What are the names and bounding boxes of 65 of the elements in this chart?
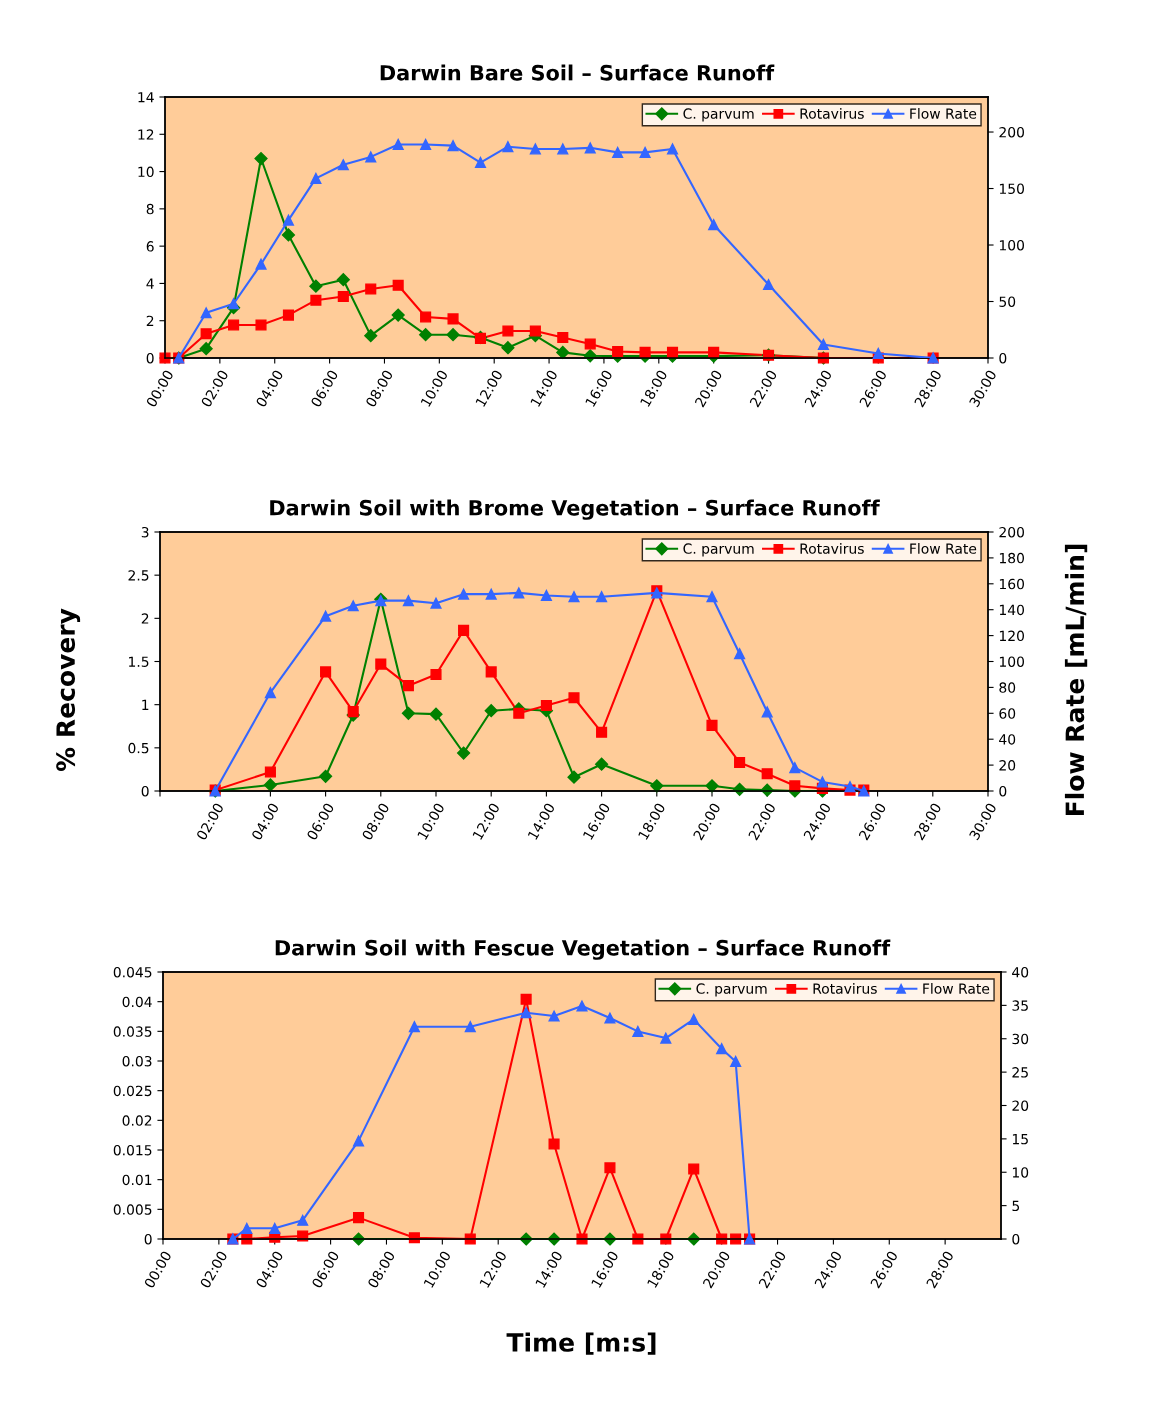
y-tick-label: 0 xyxy=(141,785,149,797)
y2-tick-label: 30 xyxy=(1012,1033,1029,1045)
y2-tick-label: 0 xyxy=(999,785,1007,797)
legend-label: C. parvum xyxy=(683,108,754,122)
y-tick-label: 0.04 xyxy=(122,996,152,1008)
y-tick-label: 3 xyxy=(141,526,149,538)
y2-tick-label: 100 xyxy=(999,656,1024,667)
chart-title: Darwin Soil with Brome Vegetation – Surface Runoff xyxy=(270,499,880,520)
y2-tick-label: 160 xyxy=(999,578,1024,590)
y-tick-label: 0 xyxy=(144,1233,152,1245)
y2-tick-label: 35 xyxy=(1012,1000,1028,1011)
legend-label: Rotavirus xyxy=(800,543,864,554)
y2-tick-label: 200 xyxy=(999,526,1024,538)
y2-tick-label: 200 xyxy=(999,126,1024,138)
y-tick-label: 2.5 xyxy=(128,570,149,581)
y-tick-label: 2 xyxy=(141,613,149,624)
y-axis-title: % Recovery xyxy=(56,608,81,772)
y2-tick-label: 20 xyxy=(999,760,1016,771)
y-tick-label: 0.5 xyxy=(128,742,149,754)
y2-tick-label: 60 xyxy=(999,708,1016,719)
y2-tick-label: 0 xyxy=(1012,1233,1020,1245)
y2-tick-label: 10 xyxy=(1012,1167,1029,1178)
y-tick-label: 0.02 xyxy=(122,1115,152,1126)
y2-tick-label: 40 xyxy=(1012,966,1029,978)
y-tick-label: 0.025 xyxy=(113,1085,152,1097)
y2-tick-label: 100 xyxy=(999,239,1024,251)
y2-tick-label: 140 xyxy=(999,604,1024,616)
y2-tick-label: 40 xyxy=(999,734,1016,745)
y-tick-label: 1.5 xyxy=(129,656,149,667)
y-tick-label: 0.015 xyxy=(113,1144,152,1156)
y2-tick-label: 5 xyxy=(1012,1200,1020,1212)
y-tick-label: 0.03 xyxy=(122,1055,152,1067)
y2-tick-label: 180 xyxy=(999,552,1024,564)
chart-title: Darwin Soil with Fescue Vegetation – Surface Runoff xyxy=(275,939,891,960)
legend-label: Rotavirus xyxy=(813,983,877,994)
legend-label: Flow Rate xyxy=(910,108,977,119)
y-tick-label: 6 xyxy=(146,241,154,252)
y-tick-label: 2 xyxy=(146,315,154,326)
y2-tick-label: 0 xyxy=(999,352,1007,364)
y2-tick-label: 20 xyxy=(1012,1100,1029,1111)
x-axis-title: Time [m:s] xyxy=(506,1332,656,1355)
legend-label: C. parvum xyxy=(683,543,754,557)
y-tick-label: 0.005 xyxy=(113,1204,152,1215)
y-tick-label: 0 xyxy=(146,352,154,364)
y2-axis-title: Flow Rate [mL/min] xyxy=(1064,544,1088,816)
y2-tick-label: 25 xyxy=(1012,1067,1028,1078)
y2-tick-label: 150 xyxy=(999,183,1024,194)
y2-tick-label: 50 xyxy=(999,296,1016,307)
legend-label: Flow Rate xyxy=(910,543,977,554)
y-tick-label: 8 xyxy=(146,203,154,215)
y2-tick-label: 15 xyxy=(1012,1134,1028,1145)
legend-label: Flow Rate xyxy=(923,983,990,994)
y-tick-label: 0.045 xyxy=(113,966,152,978)
chart-title: Darwin Bare Soil – Surface Runoff xyxy=(380,64,775,81)
y-tick-label: 4 xyxy=(146,278,154,289)
y-tick-label: 14 xyxy=(138,92,154,103)
y-tick-label: 12 xyxy=(138,129,154,140)
y2-tick-label: 80 xyxy=(999,682,1016,693)
y-tick-label: 1 xyxy=(142,699,149,710)
legend-label: C. parvum xyxy=(696,983,767,997)
y-tick-label: 0.035 xyxy=(113,1026,152,1037)
legend-label: Rotavirus xyxy=(800,108,864,119)
y-tick-label: 10 xyxy=(138,166,154,178)
y2-tick-label: 120 xyxy=(999,630,1024,642)
y-tick-label: 0.01 xyxy=(122,1174,152,1186)
